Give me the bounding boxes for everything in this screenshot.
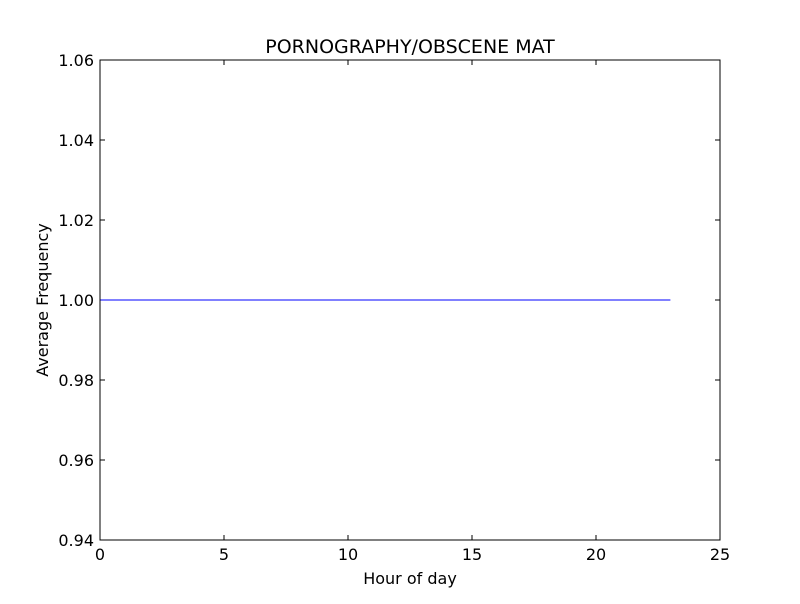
x-tick-label: 20: [586, 545, 606, 564]
y-tick-label: 0.96: [58, 451, 94, 470]
y-tick-label: 1.04: [58, 131, 94, 150]
y-tick-label: 1.02: [58, 211, 94, 230]
x-tick-label: 25: [710, 545, 730, 564]
y-tick-label: 0.98: [58, 371, 94, 390]
x-tick-label: 15: [462, 545, 482, 564]
chart-title: PORNOGRAPHY/OBSCENE MAT: [265, 36, 555, 58]
y-tick-label: 0.94: [58, 531, 94, 550]
plot-frame: [99, 59, 721, 541]
x-tick-label: 5: [219, 545, 229, 564]
y-tick-label: 1.06: [58, 51, 94, 70]
x-tick-label: 10: [338, 545, 358, 564]
x-axis-title: Hour of day: [363, 569, 457, 588]
y-tick-label: 1.00: [58, 291, 94, 310]
x-tick-label: 0: [95, 545, 105, 564]
y-axis-title: Average Frequency: [33, 223, 52, 376]
x-axis-ticks: 0 5 10 15 20 25: [95, 60, 730, 564]
